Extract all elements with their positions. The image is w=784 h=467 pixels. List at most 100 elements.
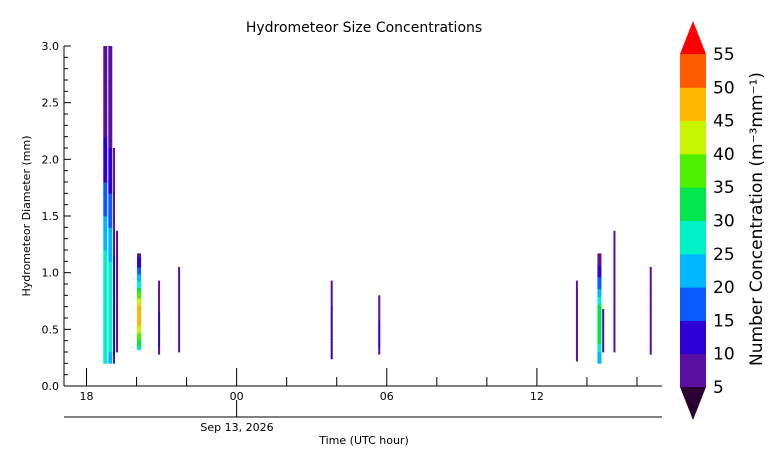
data-cell xyxy=(575,283,578,287)
data-cell xyxy=(178,330,181,335)
data-cell xyxy=(597,308,602,313)
data-cell xyxy=(158,283,161,287)
data-cell xyxy=(108,159,113,172)
colorbar-segment xyxy=(680,253,706,288)
data-cell xyxy=(330,333,333,337)
data-cell xyxy=(378,331,381,334)
data-cell xyxy=(103,216,108,228)
data-cell xyxy=(378,343,381,347)
data-cell xyxy=(113,317,116,326)
data-cell xyxy=(108,295,113,308)
plot-content xyxy=(103,46,652,364)
data-cell xyxy=(103,80,108,92)
data-cell xyxy=(137,256,142,261)
data-cell xyxy=(137,291,142,296)
y-tick-label: 2.0 xyxy=(42,153,60,166)
data-cell xyxy=(575,326,578,330)
data-cell xyxy=(597,269,602,274)
colorbar-segment xyxy=(680,87,706,122)
data-cell xyxy=(613,282,616,288)
data-cell xyxy=(108,340,113,353)
data-cell xyxy=(330,356,333,360)
data-cell xyxy=(108,329,113,342)
data-cell xyxy=(158,330,161,334)
data-cell xyxy=(602,350,605,353)
data-cell xyxy=(597,328,602,333)
data-cell xyxy=(613,313,616,318)
data-cell xyxy=(649,323,652,327)
data-cell xyxy=(378,310,381,313)
data-cell xyxy=(597,296,602,301)
data-cell xyxy=(597,355,602,360)
data-cell xyxy=(103,272,108,285)
data-cell xyxy=(649,295,652,299)
data-cell xyxy=(330,342,333,346)
data-cell xyxy=(597,253,602,258)
data-cell xyxy=(108,114,113,126)
data-cell xyxy=(113,194,116,203)
data-cell xyxy=(116,248,119,253)
data-cell xyxy=(103,159,108,172)
data-cell xyxy=(108,136,113,149)
data-cell xyxy=(103,193,108,206)
data-cell xyxy=(602,327,605,330)
data-cell xyxy=(113,294,116,303)
data-cell xyxy=(113,286,116,295)
data-cell xyxy=(613,321,616,327)
data-cell xyxy=(613,334,616,340)
data-cell xyxy=(649,329,652,333)
data-cell xyxy=(649,348,652,352)
data-cell xyxy=(330,336,333,340)
data-cell xyxy=(602,328,605,331)
data-cell xyxy=(108,91,113,104)
data-cell xyxy=(178,312,181,316)
data-cell xyxy=(178,339,181,344)
data-cell xyxy=(178,309,181,313)
data-cell xyxy=(330,297,333,301)
data-cell xyxy=(330,288,333,293)
data-cell xyxy=(158,351,161,355)
data-cell xyxy=(378,347,381,351)
colorbar-tick-label: 15 xyxy=(713,311,735,331)
data-cell xyxy=(378,324,381,328)
data-cell xyxy=(613,278,616,284)
data-cell xyxy=(137,274,142,278)
data-cell xyxy=(330,316,333,321)
data-cell xyxy=(158,280,161,284)
data-cell xyxy=(103,102,108,115)
data-cell xyxy=(178,285,181,289)
data-cell xyxy=(113,301,116,310)
data-cell xyxy=(330,305,333,309)
data-cell xyxy=(113,278,116,287)
data-cell xyxy=(649,338,652,343)
data-cell xyxy=(116,256,119,262)
data-cell xyxy=(116,326,119,331)
data-cell xyxy=(613,287,616,292)
data-cell xyxy=(649,298,652,302)
data-cell xyxy=(108,216,113,228)
y-tick-label: 1.0 xyxy=(42,267,60,280)
data-cell xyxy=(137,346,142,351)
data-cell xyxy=(178,327,181,332)
data-cell xyxy=(178,291,181,295)
colorbar-label: Number Concentration (m⁻³mm⁻¹) xyxy=(747,72,767,366)
data-cell xyxy=(378,350,381,353)
data-cell xyxy=(613,304,616,310)
data-cell xyxy=(178,321,181,326)
data-cell xyxy=(649,310,652,315)
data-cell xyxy=(137,294,142,299)
data-cell xyxy=(575,332,578,336)
data-cell xyxy=(178,300,181,304)
data-cell xyxy=(108,284,113,296)
data-cell xyxy=(137,329,142,333)
y-tick-label: 0.5 xyxy=(42,323,60,336)
data-cell xyxy=(575,286,578,290)
data-column-13 xyxy=(649,267,652,355)
data-cell xyxy=(116,261,119,266)
data-cell xyxy=(597,276,602,282)
data-cell xyxy=(158,343,161,347)
data-cell xyxy=(178,282,181,286)
colorbar-over-triangle xyxy=(680,21,706,54)
data-column-1 xyxy=(108,46,113,364)
data-cell xyxy=(113,186,116,195)
